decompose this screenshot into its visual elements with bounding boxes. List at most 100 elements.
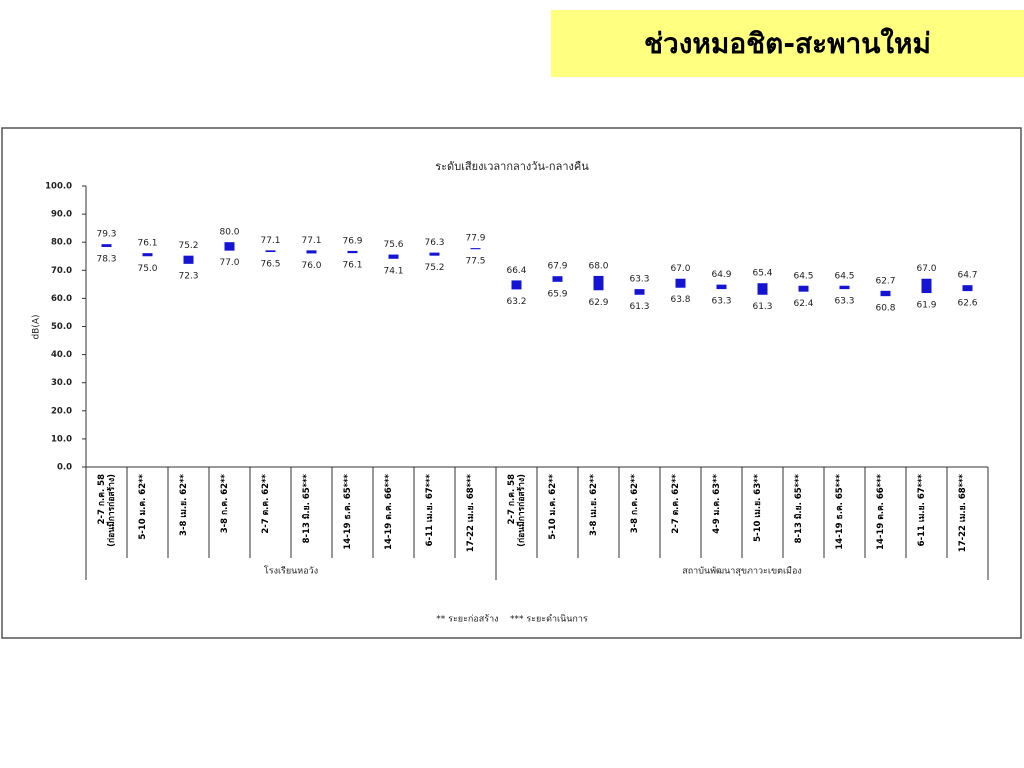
x-tick-label: 4-9 ม.ค. 63** (711, 474, 722, 534)
y-tick-label: 70.0 (51, 266, 72, 276)
high-label: 67.0 (670, 264, 690, 274)
low-label: 76.5 (260, 260, 280, 270)
high-label: 79.3 (96, 230, 116, 240)
y-tick-label: 10.0 (51, 434, 72, 444)
y-tick-label: 80.0 (51, 238, 72, 248)
high-label: 64.5 (834, 271, 854, 281)
low-label: 77.0 (219, 258, 239, 268)
high-label: 80.0 (219, 228, 239, 238)
x-tick-label: 5-10 เม.ย. 63** (752, 474, 763, 542)
chart-frame (1, 127, 1022, 639)
range-bar (101, 244, 112, 247)
x-tick-label: 6-11 เม.ย. 67*** (916, 474, 927, 547)
x-tick-label: 14-19 ธ.ค. 65*** (342, 474, 353, 550)
low-label: 74.1 (383, 266, 403, 276)
low-label: 63.3 (834, 297, 854, 307)
high-label: 63.3 (629, 275, 649, 285)
x-tick-label: 17-22 เม.ย. 68*** (957, 474, 968, 553)
high-label: 75.6 (383, 240, 403, 250)
page-title: ช่วงหมอชิต-สะพานใหม่ (551, 10, 1024, 77)
high-label: 76.3 (424, 238, 444, 248)
high-label: 75.2 (178, 241, 198, 251)
x-tick-label: 2-7 ก.ค. 58 (ก่อนมีการก่อสร้าง) (506, 474, 527, 547)
y-tick-label: 20.0 (51, 406, 72, 416)
high-label: 64.7 (957, 271, 977, 281)
high-label: 67.0 (916, 264, 936, 274)
low-label: 78.3 (96, 254, 116, 264)
y-tick-label: 90.0 (51, 210, 72, 220)
high-label: 66.4 (506, 266, 526, 276)
range-bar (839, 285, 850, 290)
low-label: 61.9 (916, 301, 936, 311)
x-tick-label: 8-13 มิ.ย. 65*** (793, 474, 804, 544)
low-label: 63.3 (711, 297, 731, 307)
range-bar (921, 278, 932, 294)
low-label: 63.8 (670, 295, 690, 305)
group-label: สถาบันพัฒนาสุขภาวะเขตเมือง (682, 566, 802, 577)
x-tick-label: 14-19 ต.ค. 66*** (383, 474, 394, 550)
x-tick-label: 3-8 เม.ย. 62** (588, 474, 599, 536)
low-label: 65.9 (547, 289, 567, 299)
range-bar (962, 285, 973, 292)
high-label: 77.1 (301, 236, 321, 246)
high-label: 76.9 (342, 236, 362, 246)
range-bar (224, 242, 235, 251)
low-label: 60.8 (875, 304, 895, 314)
x-tick-label: 14-19 ธ.ค. 65*** (834, 474, 845, 550)
x-tick-label: 2-7 ต.ค. 62** (670, 474, 681, 534)
x-tick-label: 2-7 ก.ค. 58 (ก่อนมีการก่อสร้าง) (96, 474, 117, 547)
range-bar (265, 250, 276, 253)
x-tick-label: 6-11 เม.ย. 67*** (424, 474, 435, 547)
range-bar (347, 250, 358, 254)
high-label: 68.0 (588, 261, 608, 271)
range-bar (880, 290, 891, 297)
high-label: 77.9 (465, 234, 485, 244)
y-tick-label: 30.0 (51, 378, 72, 388)
range-bar (511, 280, 522, 290)
y-tick-label: 60.0 (51, 294, 72, 304)
high-label: 64.9 (711, 270, 731, 280)
x-tick-label: 3-8 เม.ย. 62** (178, 474, 189, 536)
low-label: 77.5 (465, 257, 485, 267)
footnote: ** ระยะก่อสร้าง *** ระยะดำเนินการ (436, 614, 588, 625)
low-label: 75.0 (137, 264, 157, 274)
y-axis-label: dB(A) (32, 314, 42, 339)
range-bar (634, 289, 645, 295)
low-label: 76.0 (301, 261, 321, 271)
low-label: 76.1 (342, 261, 362, 271)
range-bar (429, 252, 440, 256)
range-bar (593, 275, 604, 291)
x-tick-label: 2-7 ต.ค. 62** (260, 474, 271, 534)
chart-title: ระดับเสียงเวลากลางวัน-กลางคืน (435, 160, 589, 173)
high-label: 65.4 (752, 269, 772, 279)
x-tick-label: 5-10 ม.ค. 62** (547, 474, 558, 540)
group-label: โรงเรียนหอวัง (264, 566, 318, 577)
low-label: 62.4 (793, 299, 813, 309)
high-label: 77.1 (260, 236, 280, 246)
low-label: 63.2 (506, 297, 526, 307)
range-bar (798, 285, 809, 292)
low-label: 62.9 (588, 298, 608, 308)
x-tick-label: 3-8 ก.ค. 62** (629, 474, 640, 534)
high-label: 62.7 (875, 276, 895, 286)
range-bar (552, 276, 563, 282)
high-label: 64.5 (793, 271, 813, 281)
range-bar (675, 278, 686, 288)
x-tick-label: 17-22 เม.ย. 68*** (465, 474, 476, 553)
range-bar (388, 254, 399, 259)
y-tick-label: 100.0 (45, 182, 72, 192)
low-label: 61.3 (629, 302, 649, 312)
range-bar (757, 283, 768, 295)
range-bar (716, 284, 727, 290)
range-bar (306, 250, 317, 254)
y-tick-label: 40.0 (51, 350, 72, 360)
y-tick-label: 0.0 (57, 463, 72, 473)
high-label: 67.9 (547, 262, 567, 272)
x-tick-label: 14-19 ต.ค. 66*** (875, 474, 886, 550)
low-label: 62.6 (957, 299, 977, 309)
high-label: 76.1 (137, 239, 157, 249)
range-bar (470, 248, 481, 250)
low-label: 72.3 (178, 271, 198, 281)
